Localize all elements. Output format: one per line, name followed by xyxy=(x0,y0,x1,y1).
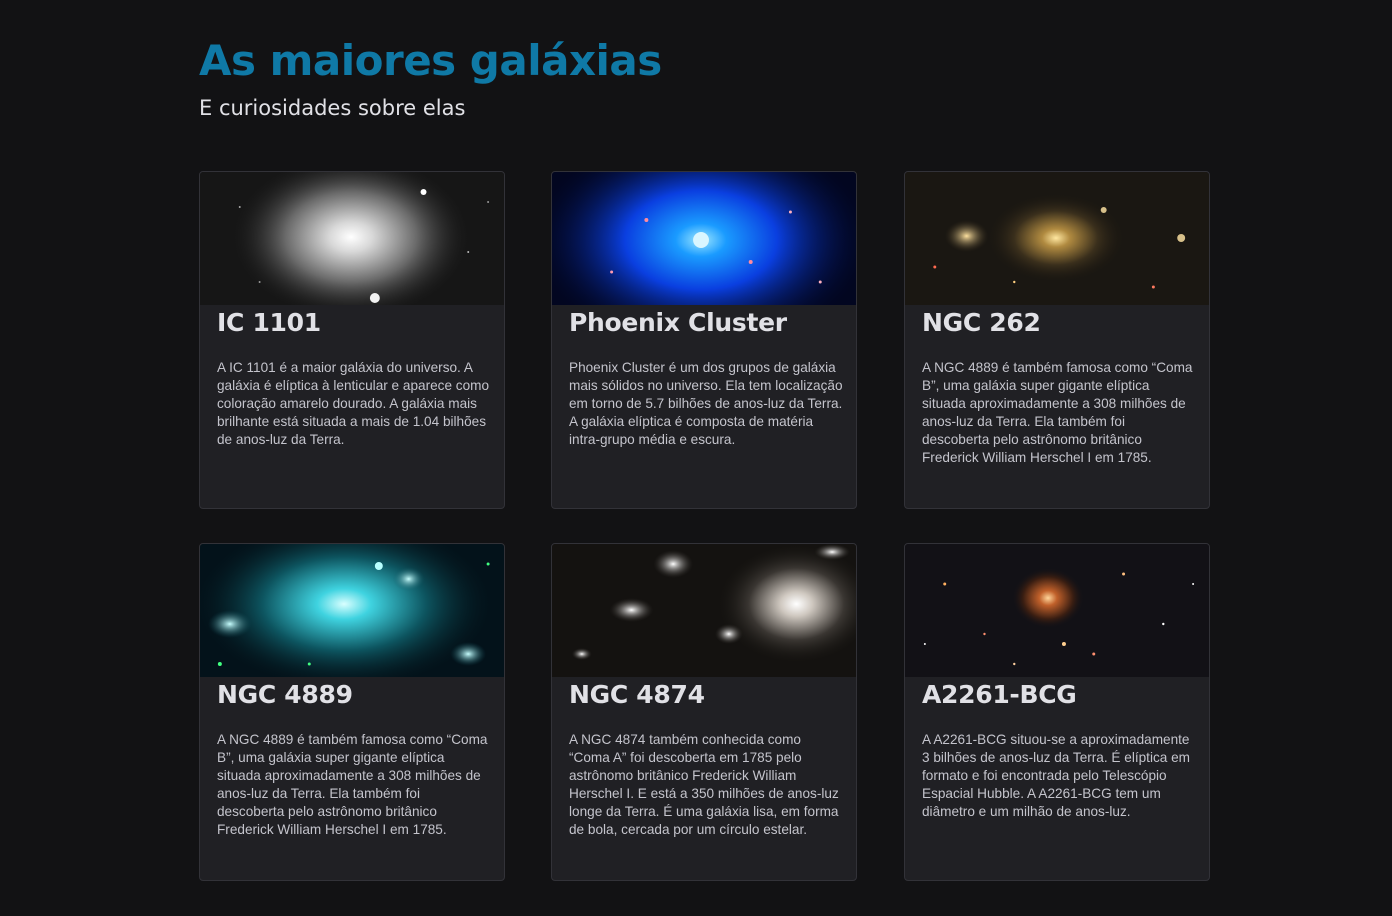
galaxy-name: Phoenix Cluster xyxy=(569,308,787,337)
galaxy-description: A A2261-BCG situou-se a aproximadamente … xyxy=(922,732,1190,819)
galaxy-description: Phoenix Cluster é um dos grupos de galáx… xyxy=(569,360,843,447)
white-galaxy-group-image xyxy=(552,544,856,677)
galaxy-card-phoenix-cluster: Phoenix Cluster Phoenix Cluster é um dos… xyxy=(551,171,857,509)
galaxy-name: NGC 4874 xyxy=(569,680,705,709)
galaxy-card-ngc-4889: NGC 4889 A NGC 4889 é também famosa como… xyxy=(199,543,505,881)
galaxy-card-ngc-4874: NGC 4874 A NGC 4874 também conhecida com… xyxy=(551,543,857,881)
galaxy-name: NGC 262 xyxy=(922,308,1041,337)
page-subtitle: E curiosidades sobre elas xyxy=(199,96,466,120)
galaxy-description: A NGC 4889 é também famosa como “Coma B”… xyxy=(922,360,1193,465)
blue-galaxy-cluster-image xyxy=(552,172,856,305)
galaxy-card-a2261-bcg: A2261-BCG A A2261-BCG situou-se a aproxi… xyxy=(904,543,1210,881)
galaxy-description: A IC 1101 é a maior galáxia do universo.… xyxy=(217,360,490,447)
galaxy-description: A NGC 4874 também conhecida como “Coma A… xyxy=(569,732,839,837)
cyan-galaxy-cluster-image xyxy=(200,544,504,677)
orange-galaxy-field-image xyxy=(905,544,1209,677)
galaxy-description: A NGC 4889 é também famosa como “Coma B”… xyxy=(217,732,488,837)
page-title: As maiores galáxias xyxy=(199,36,662,85)
galaxy-card-ic-1101: IC 1101 A IC 1101 é a maior galáxia do u… xyxy=(199,171,505,509)
galaxy-name: NGC 4889 xyxy=(217,680,353,709)
golden-spiral-galaxy-image xyxy=(905,172,1209,305)
elliptical-galaxy-grey-image xyxy=(200,172,504,305)
galaxy-name: IC 1101 xyxy=(217,308,321,337)
galaxy-name: A2261-BCG xyxy=(922,680,1077,709)
galaxy-card-ngc-262: NGC 262 A NGC 4889 é também famosa como … xyxy=(904,171,1210,509)
